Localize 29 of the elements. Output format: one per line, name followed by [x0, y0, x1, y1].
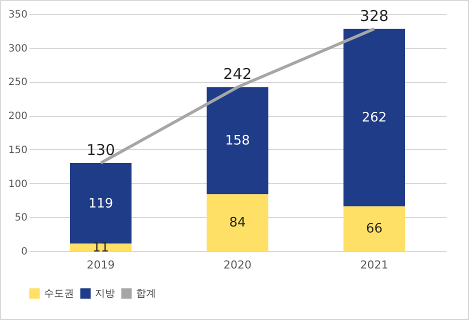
y-tick-label: 200	[8, 111, 28, 122]
legend-label: 지방	[95, 288, 115, 300]
y-tick-label: 150	[8, 144, 28, 156]
data-label: 328	[360, 6, 389, 25]
data-label: 242	[223, 65, 252, 84]
bar	[343, 28, 405, 206]
data-label: 11	[92, 240, 110, 256]
data-label: 130	[86, 140, 116, 159]
x-tick-label: 2021	[360, 258, 388, 272]
y-tick-label: 50	[14, 212, 28, 224]
x-tick-label: 2020	[224, 258, 252, 272]
bar	[343, 206, 405, 251]
bar	[70, 244, 132, 251]
legend-label: 합계	[136, 288, 156, 300]
x-tick-label: 2019	[86, 258, 115, 272]
y-tick-label: 350	[8, 10, 28, 20]
data-label: 262	[362, 110, 387, 126]
y-tick-label: 0	[21, 246, 28, 258]
data-label: 84	[229, 216, 246, 231]
legend-label: 수도권	[44, 288, 74, 300]
data-label: 66	[366, 222, 382, 237]
y-tick-label: 300	[8, 43, 28, 54]
data-label: 119	[88, 196, 114, 212]
bar	[206, 194, 268, 251]
bar	[70, 162, 132, 244]
y-tick-label: 100	[8, 178, 28, 190]
bar	[206, 87, 268, 194]
data-label: 158	[225, 134, 250, 149]
y-tick-label: 250	[8, 77, 28, 88]
